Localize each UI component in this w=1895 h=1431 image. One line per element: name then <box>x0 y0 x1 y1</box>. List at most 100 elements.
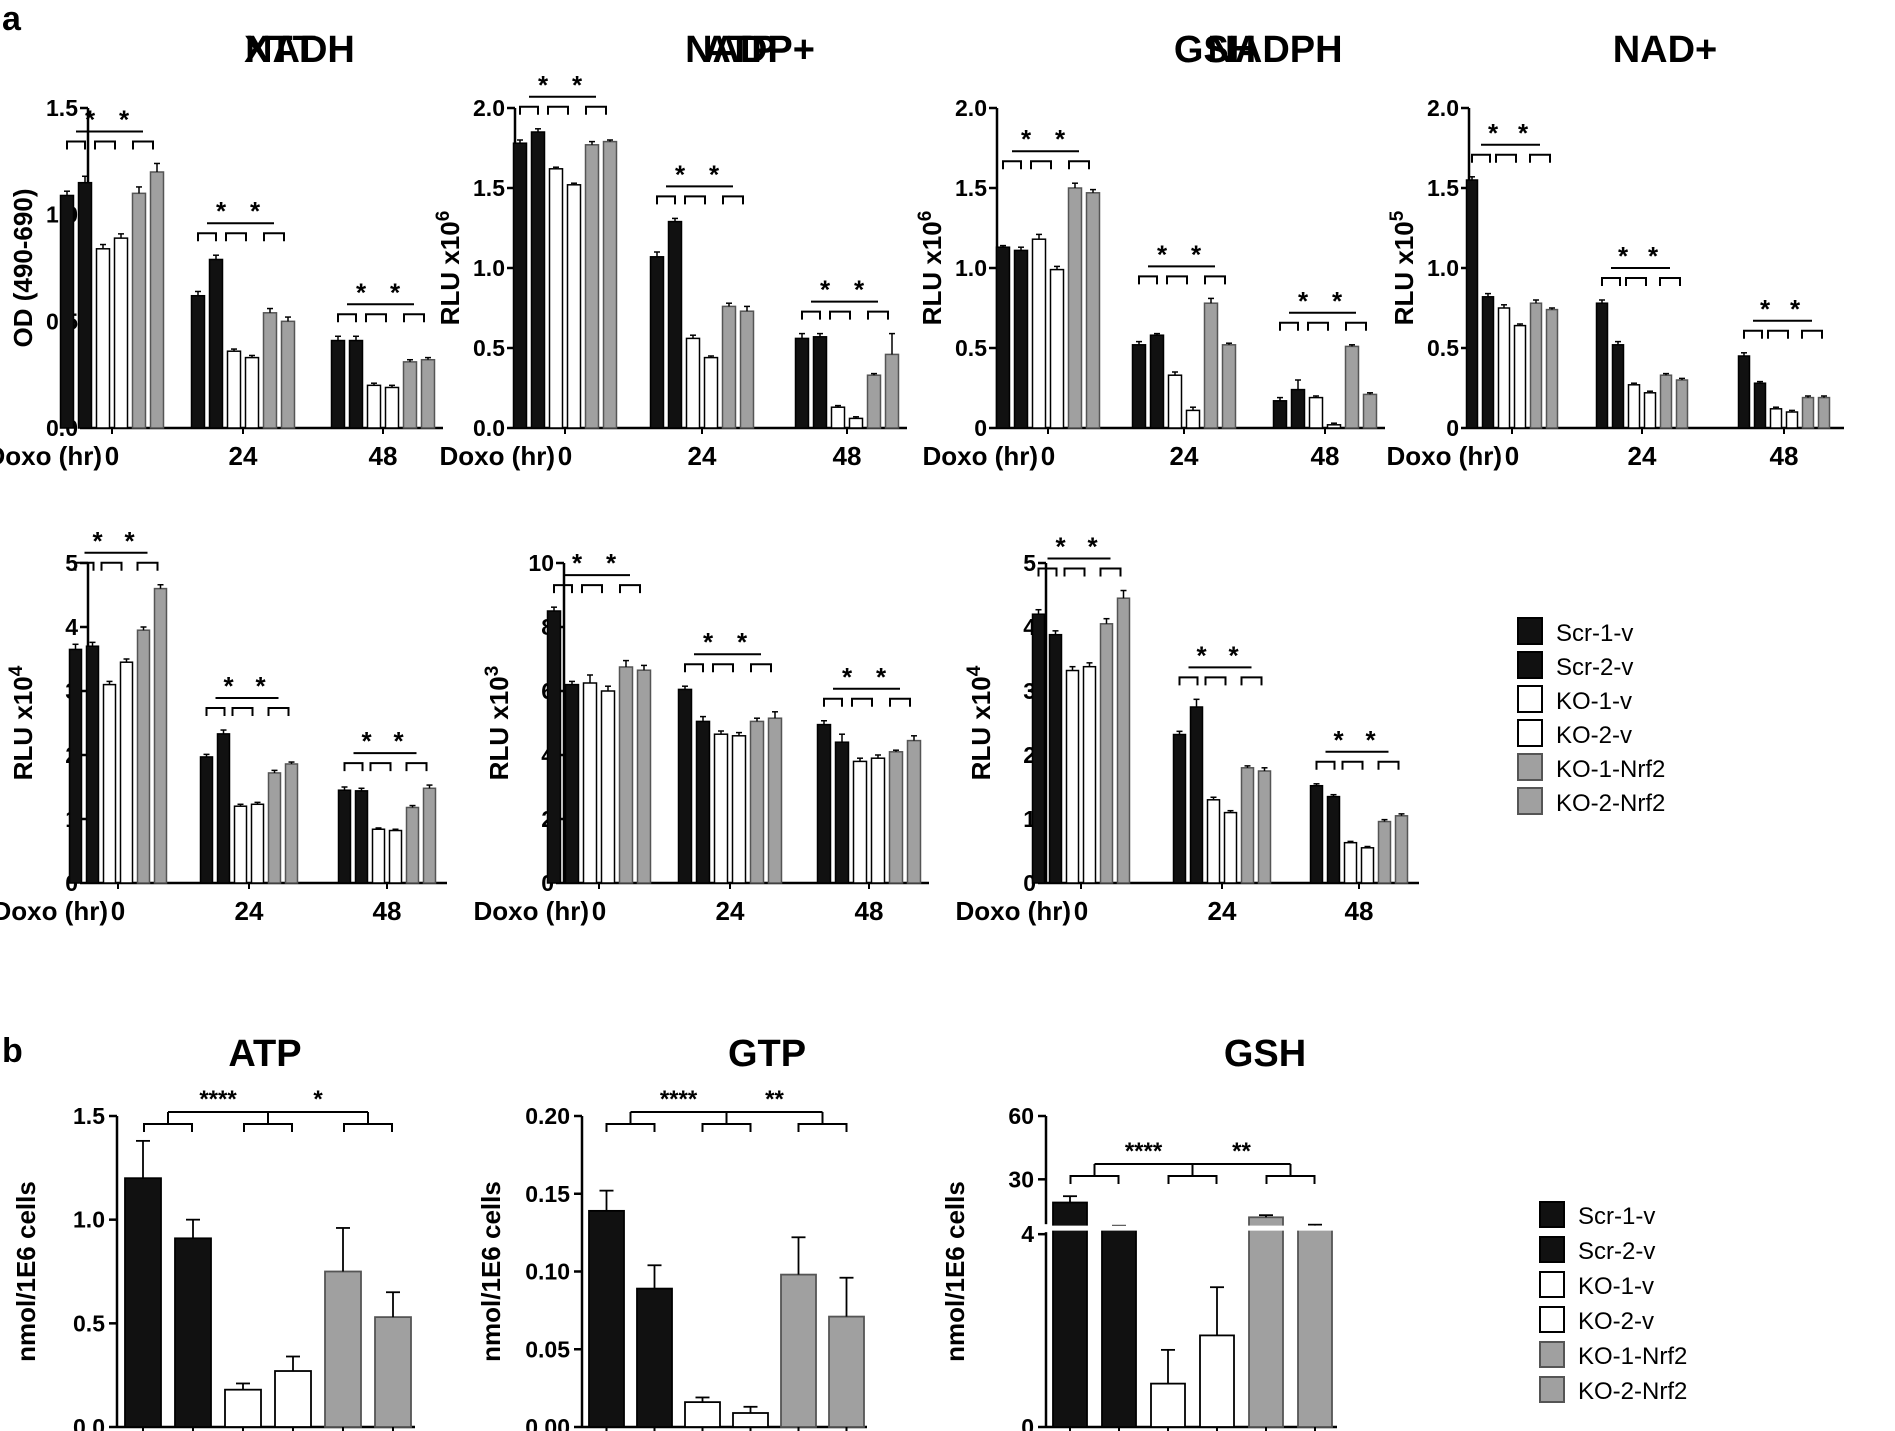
bar-ko-2-v <box>1223 811 1238 884</box>
x-tick-label: 24 <box>229 441 258 471</box>
bar-ko-2-nrf2 <box>1817 396 1831 429</box>
bar-scr-2-v <box>834 741 850 884</box>
panel-label-b: b <box>2 1032 23 1070</box>
bracket-group <box>656 195 744 205</box>
bar-ko-2-v <box>388 829 403 884</box>
y-axis-label: nmol/1E6 cells <box>11 1181 41 1362</box>
bar-scr-2-v <box>354 790 369 884</box>
bar-scr-1-v <box>1272 400 1288 429</box>
bar-scr-1-v <box>1031 613 1046 884</box>
significance-star: * <box>675 159 686 189</box>
bar-scr-1-v <box>330 339 346 429</box>
bar-ko-1-v <box>1627 384 1641 429</box>
y-tick-label: 1.5 <box>73 1103 105 1129</box>
significance-label: ** <box>765 1086 784 1113</box>
bar-ko-2-nrf2 <box>767 717 783 884</box>
bar-ko-2-v <box>250 803 265 884</box>
y-tick-label: 5 <box>1023 550 1036 576</box>
bracket-group <box>684 663 772 673</box>
bar-ko-1-nrf2 <box>780 1273 817 1428</box>
bar-ko-1-nrf2 <box>1203 302 1219 429</box>
bar-ko-1-nrf2 <box>402 361 418 429</box>
y-tick-label: 2.0 <box>955 95 987 121</box>
legend-swatch <box>1517 651 1543 679</box>
significance-star: * <box>390 277 401 307</box>
bracket-group <box>1178 676 1263 686</box>
significance-star: * <box>854 275 865 305</box>
y-tick-label: 0.5 <box>1427 335 1459 361</box>
bar-ko-1-v <box>852 760 868 884</box>
bracket-group <box>343 762 428 772</box>
bar-scr-2-v <box>208 258 224 429</box>
bar-ko-1-v <box>1150 1382 1186 1428</box>
significance-star: * <box>1618 241 1629 271</box>
significance-star: * <box>842 662 853 692</box>
bar-ko-1-nrf2 <box>866 374 882 429</box>
bar-scr-2-v <box>77 181 93 429</box>
bar-scr-2-v <box>1611 344 1625 429</box>
x-tick-label: 0 <box>558 441 572 471</box>
panel-label-a: a <box>2 0 22 38</box>
bar-scr-2-v <box>85 645 100 884</box>
y-tick-label: 2.0 <box>473 95 505 121</box>
bar-ko-2-v <box>600 690 616 884</box>
bar-ko-2-nrf2 <box>1545 308 1559 429</box>
x-tick-label: 24 <box>235 896 264 926</box>
bar-ko-1-v <box>830 406 846 429</box>
bar-ko-1-nrf2 <box>1659 374 1673 429</box>
y-axis-label: OD (490-690) <box>8 189 38 348</box>
bar-ko-2-nrf2 <box>1085 192 1101 429</box>
significance-star: * <box>1332 286 1343 316</box>
bracket-group <box>1002 160 1090 170</box>
bar-scr-1-v <box>995 246 1011 429</box>
significance-label: ** <box>1232 1138 1251 1165</box>
chart-a-atp: ATP RLU x106 0.0 0.5 1.0 1.5 2.0 Doxo (hr) 0 * * 24… <box>433 29 907 471</box>
bar-scr-1-v <box>1309 784 1324 884</box>
legend-swatch <box>1539 1376 1565 1403</box>
x-tick-label: 24 <box>1208 896 1237 926</box>
bar-scr-2-v <box>174 1237 212 1428</box>
legend-label: Scr-1-v <box>1556 620 1633 647</box>
bar-scr-1-v <box>588 1209 625 1428</box>
bar-ko-1-v <box>1497 307 1511 429</box>
bar-ko-2-v <box>870 757 886 884</box>
bar-ko-2-nrf2 <box>602 140 618 429</box>
bar-ko-1-nrf2 <box>618 666 634 884</box>
bar-scr-1-v <box>190 294 206 429</box>
bar-scr-2-v <box>564 683 580 884</box>
x-tick-label: 48 <box>1770 441 1799 471</box>
bar-ko-2-v <box>113 237 129 429</box>
significance-star: * <box>538 70 549 100</box>
bracket-group <box>1279 321 1367 331</box>
bar-ko-1-v <box>685 337 701 429</box>
significance-star: * <box>1087 532 1098 562</box>
y-tick-label: 2.0 <box>1427 95 1459 121</box>
bar-scr-2-v <box>695 720 711 884</box>
x-tick-label: 0 <box>105 441 119 471</box>
bar-scr-1-v <box>1052 1201 1088 1428</box>
bar-ko-1-v <box>226 350 242 429</box>
significance-star: * <box>1055 532 1066 562</box>
y-tick-label: 0.00 <box>525 1414 570 1431</box>
bar-ko-1-v <box>713 733 729 884</box>
bar-ko-2-v <box>1513 324 1527 429</box>
bar-ko-1-v <box>233 805 248 884</box>
bar-ko-2-v <box>274 1370 312 1428</box>
bracket-group <box>1601 277 1681 286</box>
bar-ko-2-v <box>566 184 582 429</box>
bar-ko-1-nrf2 <box>1240 767 1255 884</box>
bar-ko-2-v <box>119 661 134 884</box>
y-axis-label: nmol/1E6 cells <box>940 1181 970 1362</box>
y-axis-label: RLU x104 <box>6 665 38 780</box>
significance-star: * <box>1790 294 1801 324</box>
legend-swatch <box>1517 753 1543 781</box>
significance-star: * <box>393 726 404 756</box>
bar-scr-2-v <box>1149 334 1165 429</box>
significance-star: * <box>124 526 135 556</box>
x-tick-label: 0 <box>111 896 125 926</box>
legend-swatch <box>1517 719 1543 747</box>
bar-ko-2-v <box>848 417 864 429</box>
